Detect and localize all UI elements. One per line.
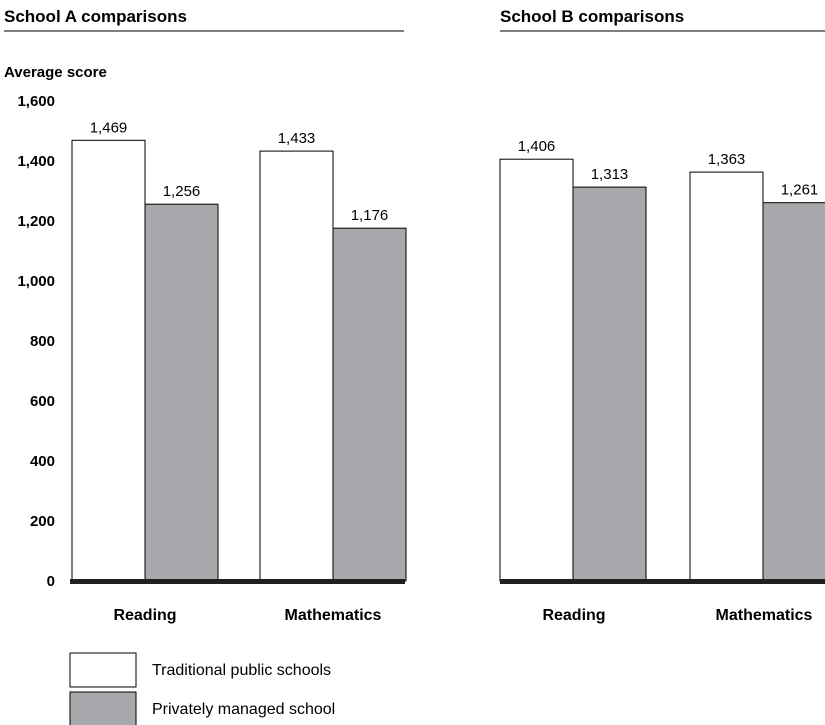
y-tick-label: 1,200 — [17, 213, 55, 230]
y-tick-label: 800 — [30, 333, 55, 350]
panel-a-bars: 1,469 1,256 1,433 1,176 — [71, 119, 407, 582]
bar — [499, 158, 574, 582]
panel-b-category-mathematics: Mathematics — [716, 607, 813, 624]
panel-b-baseline — [500, 579, 825, 584]
panel-a-category-reading: Reading — [113, 607, 176, 624]
bar-value-label: 1,261 — [781, 182, 819, 199]
y-axis-ticks: 0 200 400 600 800 1,000 1,200 1,400 1,600 — [17, 93, 55, 590]
bar-value-label: 1,313 — [591, 166, 629, 183]
y-tick-label: 0 — [47, 573, 55, 590]
y-tick-label: 400 — [30, 453, 55, 470]
legend-swatch-private — [69, 691, 137, 725]
panel-a-title: School A comparisons — [4, 7, 187, 26]
y-tick-label: 1,000 — [17, 273, 55, 290]
bar-value-label: 1,406 — [518, 138, 556, 155]
bar-value-label: 1,433 — [278, 130, 316, 147]
bar — [689, 171, 764, 582]
y-tick-label: 200 — [30, 513, 55, 530]
bar-value-label: 1,256 — [163, 183, 201, 200]
bar — [144, 203, 219, 582]
panel-b-bars: 1,406 1,313 1,363 1,261 — [499, 138, 825, 582]
y-tick-label: 1,600 — [17, 93, 55, 110]
y-tick-label: 600 — [30, 393, 55, 410]
panel-b-title: School B comparisons — [500, 7, 684, 26]
panel-b-category-reading: Reading — [542, 607, 605, 624]
bar — [572, 186, 647, 582]
bar — [71, 139, 146, 582]
panel-a-baseline — [70, 579, 405, 584]
bar — [259, 150, 334, 582]
bar — [332, 227, 407, 582]
legend-swatch-traditional — [69, 652, 137, 688]
legend-label-private: Privately managed school — [152, 701, 335, 718]
y-tick-label: 1,400 — [17, 153, 55, 170]
bar-value-label: 1,363 — [708, 151, 746, 168]
legend-label-traditional: Traditional public schools — [152, 662, 331, 679]
bar-value-label: 1,176 — [351, 207, 389, 224]
panel-a-category-mathematics: Mathematics — [285, 607, 382, 624]
bar — [762, 202, 825, 582]
y-axis-label: Average score — [4, 64, 107, 81]
bar-value-label: 1,469 — [90, 119, 128, 136]
